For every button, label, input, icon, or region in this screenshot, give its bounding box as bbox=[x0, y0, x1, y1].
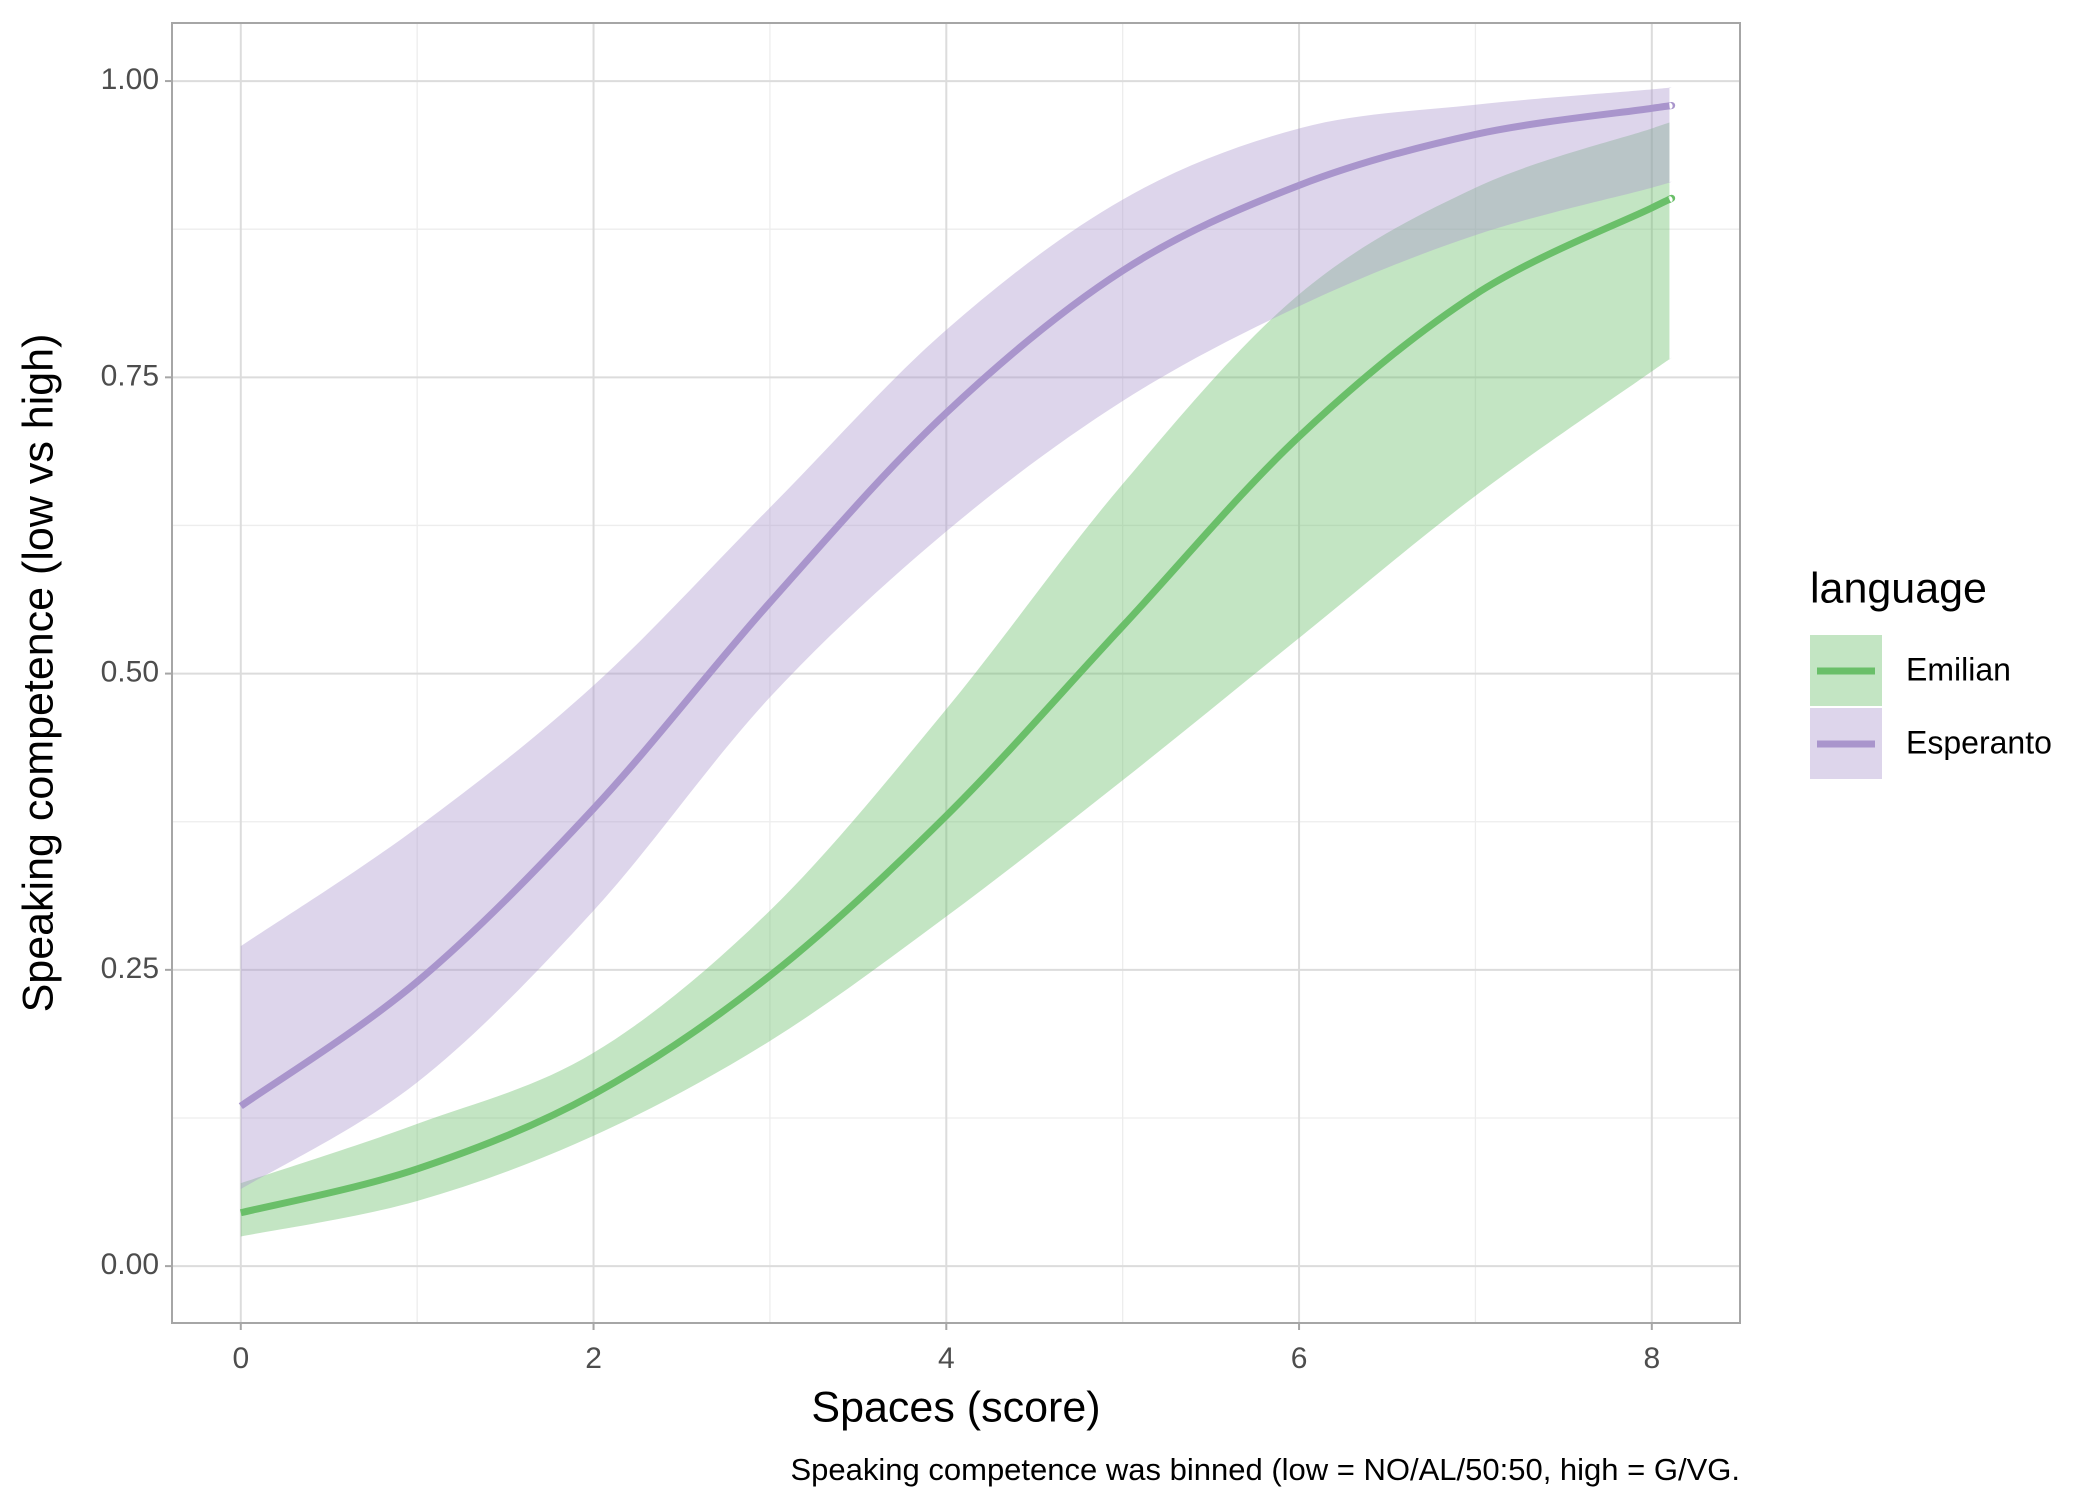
x-tick-label: 6 bbox=[1291, 1342, 1308, 1375]
line bbox=[239, 194, 1676, 1217]
panel-border bbox=[171, 22, 1741, 1324]
x-axis-title: Spaces (score) bbox=[811, 1383, 1100, 1431]
grid bbox=[165, 23, 1740, 1330]
legend-label: Emilian bbox=[1906, 651, 2011, 687]
confidence-ribbon bbox=[240, 121, 1672, 1237]
y-tick-label: 0.50 bbox=[101, 656, 159, 689]
x-tick-label: 4 bbox=[938, 1342, 955, 1375]
x-tick-label: 8 bbox=[1643, 1342, 1660, 1375]
y-axis-title: Speaking competence (low vs high) bbox=[14, 334, 62, 1013]
x-tick-label: 2 bbox=[585, 1342, 602, 1375]
x-tick-label: 0 bbox=[232, 1342, 249, 1375]
legend-label: Esperanto bbox=[1906, 724, 2052, 760]
y-tick-label: 1.00 bbox=[101, 63, 159, 96]
y-tick-label: 0.25 bbox=[101, 952, 159, 985]
caption: Speaking competence was binned (low = NO… bbox=[791, 1452, 1741, 1487]
line bbox=[238, 102, 1676, 1110]
y-tick-label: 0.00 bbox=[101, 1248, 159, 1281]
y-tick-label: 0.75 bbox=[101, 359, 159, 392]
legend: Emilian Esperanto bbox=[1810, 635, 2052, 779]
plot-marks bbox=[238, 86, 1676, 1237]
legend-title: language bbox=[1810, 564, 1987, 612]
confidence-ribbon bbox=[240, 86, 1672, 1190]
